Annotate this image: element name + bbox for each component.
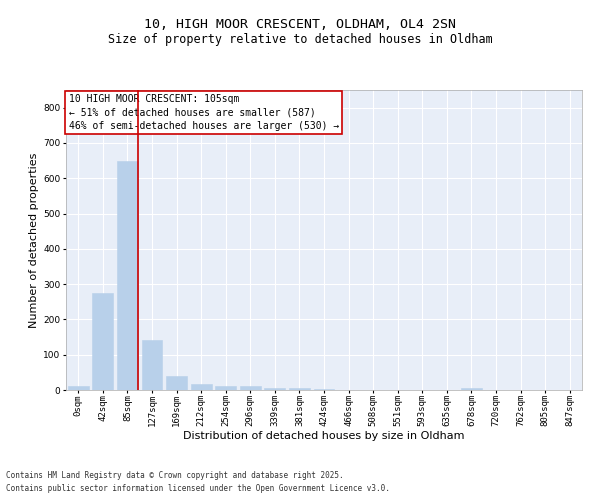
X-axis label: Distribution of detached houses by size in Oldham: Distribution of detached houses by size … xyxy=(183,430,465,440)
Bar xyxy=(265,388,286,390)
Text: Contains HM Land Registry data © Crown copyright and database right 2025.: Contains HM Land Registry data © Crown c… xyxy=(6,470,344,480)
Bar xyxy=(461,388,482,390)
Bar xyxy=(215,386,236,390)
Bar xyxy=(142,340,163,390)
Bar xyxy=(314,388,334,390)
Text: Size of property relative to detached houses in Oldham: Size of property relative to detached ho… xyxy=(107,32,493,46)
Y-axis label: Number of detached properties: Number of detached properties xyxy=(29,152,39,328)
Bar xyxy=(68,386,89,390)
Bar xyxy=(240,386,261,390)
Bar xyxy=(191,384,212,390)
Bar xyxy=(117,160,138,390)
Bar xyxy=(92,293,113,390)
Text: 10, HIGH MOOR CRESCENT, OLDHAM, OL4 2SN: 10, HIGH MOOR CRESCENT, OLDHAM, OL4 2SN xyxy=(144,18,456,30)
Text: Contains public sector information licensed under the Open Government Licence v3: Contains public sector information licen… xyxy=(6,484,390,493)
Text: 10 HIGH MOOR CRESCENT: 105sqm
← 51% of detached houses are smaller (587)
46% of : 10 HIGH MOOR CRESCENT: 105sqm ← 51% of d… xyxy=(68,94,339,131)
Bar xyxy=(166,376,187,390)
Bar xyxy=(289,388,310,390)
